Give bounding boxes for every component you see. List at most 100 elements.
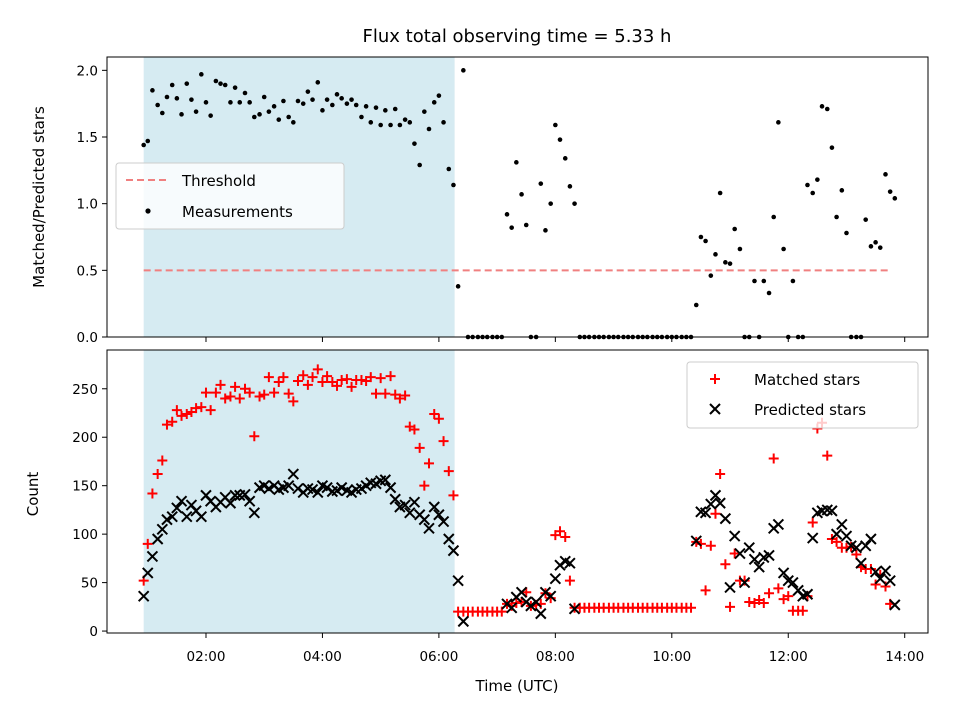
predicted-stars-point	[738, 576, 751, 589]
matched-stars-point	[278, 372, 289, 383]
measurement-point	[232, 85, 238, 90]
matched-stars-point	[764, 588, 775, 599]
matched-stars-point	[429, 408, 440, 419]
predicted-stars-point	[709, 489, 722, 502]
matched-stars-point	[686, 602, 697, 613]
predicted-stars-point	[243, 495, 256, 507]
measurement-point	[276, 117, 282, 122]
measurement-point	[141, 142, 146, 148]
measurement-point	[388, 122, 393, 128]
measurement-point	[305, 89, 311, 94]
matched-stars-point	[375, 373, 386, 384]
measurement-point	[441, 120, 446, 125]
matched-stars-point	[758, 597, 769, 608]
predicted-stars-point	[748, 553, 761, 566]
matched-stars-point	[371, 388, 382, 399]
matched-stars-point	[167, 416, 178, 427]
matched-stars-point	[346, 381, 357, 392]
predicted-stars-point	[452, 574, 464, 587]
measurement-point	[436, 93, 442, 98]
measurement-point	[761, 278, 767, 284]
matched-stars-point	[870, 579, 881, 590]
measurement-point	[150, 88, 155, 93]
measurement-point	[242, 90, 248, 96]
measurement-point	[330, 102, 335, 108]
measurement-point	[300, 101, 306, 106]
predicted-stars-point	[428, 501, 440, 513]
predicted-stars-point	[335, 481, 348, 494]
matched-stars-point	[210, 387, 221, 398]
predicted-stars-point	[156, 523, 169, 536]
measurement-point	[844, 230, 849, 236]
predicted-stars-point	[306, 483, 319, 496]
matched-legend-label: Matched stars	[754, 371, 860, 389]
x-axis-label: Time (UTC)	[475, 677, 559, 695]
measurement-point	[310, 97, 315, 102]
measurement-point	[557, 137, 563, 142]
predicted-stars-point	[399, 499, 411, 511]
matched-stars-point	[414, 442, 425, 453]
measurement-point	[805, 182, 810, 188]
matched-stars-point	[341, 374, 352, 385]
measurement-point	[723, 260, 728, 265]
matched-stars-point	[725, 601, 736, 612]
matched-stars-point	[292, 376, 303, 387]
predicted-stars-point	[879, 565, 892, 577]
predicted-stars-point	[728, 530, 741, 542]
matched-stars-point	[307, 372, 318, 383]
matched-stars-point	[783, 591, 794, 602]
measurement-point	[538, 181, 544, 186]
predicted-stars-point	[443, 533, 455, 545]
predicted-stars-point	[724, 581, 736, 594]
measurement-point	[392, 106, 398, 112]
bottom-observing-span	[143, 350, 455, 633]
measurement-point	[353, 102, 359, 108]
matched-stars-point	[230, 381, 241, 392]
measurement-point	[548, 201, 553, 206]
matched-stars-point	[259, 389, 270, 400]
matched-stars-point	[433, 413, 444, 424]
matched-stars-point	[298, 370, 309, 381]
predicted-stars-point	[175, 495, 188, 507]
matched-stars-point	[288, 396, 299, 407]
matched-stars-point	[385, 371, 396, 382]
predicted-stars-point	[855, 557, 867, 569]
matched-stars-point	[161, 419, 172, 430]
matched-stars-point	[443, 466, 454, 477]
measurement-point	[717, 190, 723, 196]
x-tick-label: 02:00	[187, 649, 226, 665]
predicted-stars-point	[690, 535, 702, 547]
bottom-y-axis-label: Count	[24, 472, 42, 517]
measurement-point	[732, 226, 737, 232]
top-y-tick-label: 0.5	[77, 263, 98, 279]
measurement-point	[407, 120, 413, 125]
measurement-point	[344, 101, 350, 106]
measurement-point	[218, 81, 223, 86]
bottom-y-tick-label: 250	[72, 382, 98, 398]
measurement-point	[431, 100, 437, 105]
measurement-point	[819, 104, 825, 109]
measurement-point	[877, 245, 883, 250]
predicted-stars-point	[884, 574, 896, 587]
matched-stars-point	[142, 538, 153, 549]
matched-stars-point	[807, 517, 818, 528]
matched-stars-point	[851, 549, 862, 560]
matched-stars-point	[283, 388, 294, 399]
predicted-stars-point	[171, 502, 183, 514]
measurement-point	[271, 104, 277, 109]
predicted-stars-point	[142, 567, 154, 579]
predicted-stars-point	[287, 468, 300, 480]
measurement-point	[257, 112, 262, 117]
predicted-stars-point	[282, 479, 295, 492]
measurement-point	[261, 94, 267, 100]
measurement-point	[514, 160, 519, 165]
matched-stars-point	[555, 526, 566, 537]
predicted-stars-point	[568, 603, 581, 615]
bottom-y-tick-label: 100	[72, 527, 98, 543]
threshold-legend-label: Threshold	[181, 172, 256, 190]
measurement-point	[266, 109, 272, 114]
measurement-point	[334, 92, 340, 97]
measurement-point	[446, 166, 452, 172]
predicted-stars-point	[389, 493, 401, 505]
matched-stars-point	[317, 376, 328, 387]
